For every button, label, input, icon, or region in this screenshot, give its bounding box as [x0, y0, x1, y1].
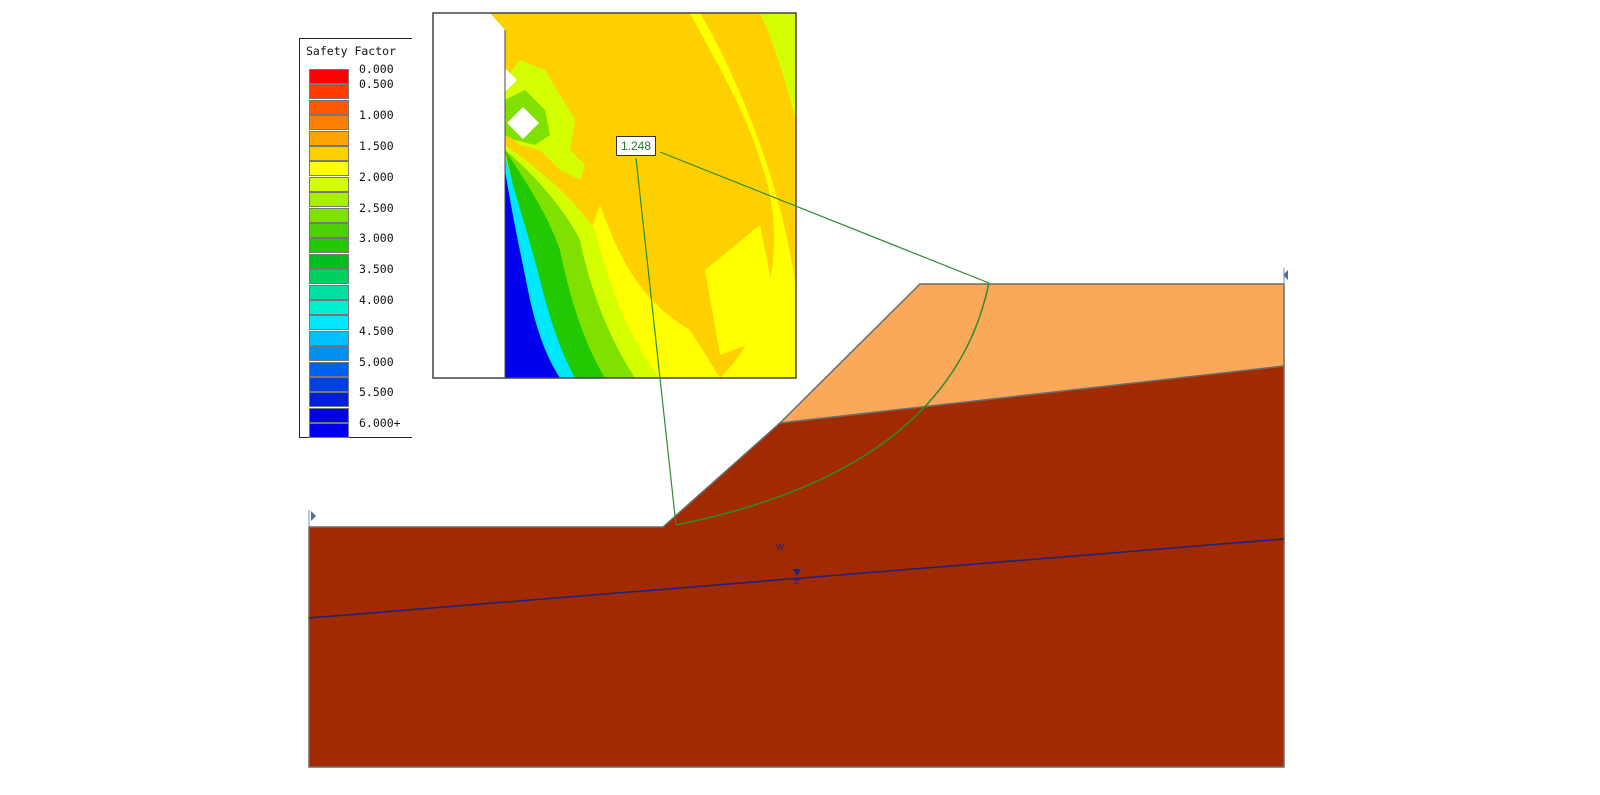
legend-swatch [309, 176, 349, 192]
legend-swatch [309, 99, 349, 115]
legend-row: 4.000 [309, 293, 411, 315]
contour-band-deep-blue [505, 170, 560, 378]
legend-row: 5.500 [309, 385, 411, 408]
safety-factor-label: 1.248 [616, 136, 656, 156]
contour-band-green [505, 150, 605, 378]
legend-swatch [309, 192, 349, 208]
legend-swatch [309, 377, 349, 392]
legend-row: 3.500 [309, 262, 411, 285]
water-table [308, 538, 1285, 619]
legend-swatch [309, 253, 349, 269]
legend-row: 2.000 [309, 170, 411, 192]
legend-label: 3.000 [359, 231, 394, 246]
legend-row: 1.500 [309, 139, 411, 161]
legend-label: 5.000 [359, 354, 394, 369]
legend-swatch [309, 315, 349, 331]
grid-border [432, 12, 797, 379]
legend-label: 4.500 [359, 323, 394, 338]
legend-swatch [309, 392, 349, 408]
legend-swatch [309, 330, 349, 346]
legend-swatch [309, 115, 349, 131]
legend-row: 2.500 [309, 201, 411, 223]
legend-row [309, 284, 411, 300]
legend-row [309, 130, 411, 146]
legend-swatch [309, 346, 349, 362]
water-table-line [308, 538, 1285, 619]
legend-row [309, 192, 411, 208]
legend-row: 3.000 [309, 231, 411, 254]
legend-row: 1.000 [309, 108, 411, 131]
legend-row: 0.500 [309, 77, 411, 100]
legend-label: 5.500 [359, 385, 394, 400]
legend-swatch [309, 423, 349, 439]
legend-swatch [309, 238, 349, 254]
legend-row: 6.000+ [309, 416, 411, 439]
grid-hole-2 [507, 107, 539, 139]
legend-row [309, 223, 411, 238]
grid-hole-1 [505, 68, 517, 92]
legend-row: 5.000 [309, 355, 411, 377]
legend-row [309, 346, 411, 362]
legend-label: 0.500 [359, 77, 394, 92]
legend-swatch [309, 300, 349, 315]
lower-soil-layer [308, 365, 1285, 768]
legend-row [309, 99, 411, 115]
slope-model [308, 268, 1288, 768]
legend-label: 1.000 [359, 108, 394, 123]
right-boundary-marker [1283, 270, 1288, 280]
legend-swatch [309, 361, 349, 377]
safety-factor-contour-grid [432, 12, 797, 379]
legend-label: 3.500 [359, 262, 394, 277]
left-boundary-marker [311, 511, 316, 521]
legend-swatch [309, 161, 349, 177]
safety-factor-legend: Safety Factor 0.000 0.500 1.000 1.500 2.000 2… [299, 38, 412, 439]
legend-label: 6.000+ [359, 416, 401, 431]
legend-swatch [309, 130, 349, 146]
slip-radius-line-right [659, 151, 990, 284]
legend-title: Safety Factor [306, 44, 397, 58]
legend-row [309, 253, 411, 269]
legend-swatch [309, 69, 349, 84]
legend-swatch [309, 223, 349, 238]
legend-swatch [309, 284, 349, 300]
contour-band-yellowgreen-right [760, 13, 796, 120]
slip-radius-line-left [635, 157, 677, 526]
grid-outside-region [433, 13, 505, 378]
legend-swatch [309, 207, 349, 223]
legend-swatch [309, 407, 349, 423]
legend-row [309, 161, 411, 177]
legend-label: 2.500 [359, 200, 394, 215]
legend-row [309, 377, 411, 392]
legend-swatch [309, 146, 349, 161]
water-table-symbol [793, 569, 801, 576]
contour-band-yellow-wedge [705, 225, 775, 355]
legend-label: 4.000 [359, 293, 394, 307]
legend-swatch [309, 269, 349, 285]
legend-swatch [309, 84, 349, 100]
water-table-label: W [776, 543, 784, 552]
legend-row [309, 407, 411, 423]
legend-label: 2.000 [359, 169, 394, 184]
legend-label: 1.500 [359, 139, 394, 153]
legend-row: 4.500 [309, 324, 411, 346]
legend-row [309, 315, 411, 331]
legend-label: 0.000 [359, 62, 394, 76]
legend-row: 0.000 [309, 62, 411, 84]
critical-slip-surface [675, 282, 990, 526]
